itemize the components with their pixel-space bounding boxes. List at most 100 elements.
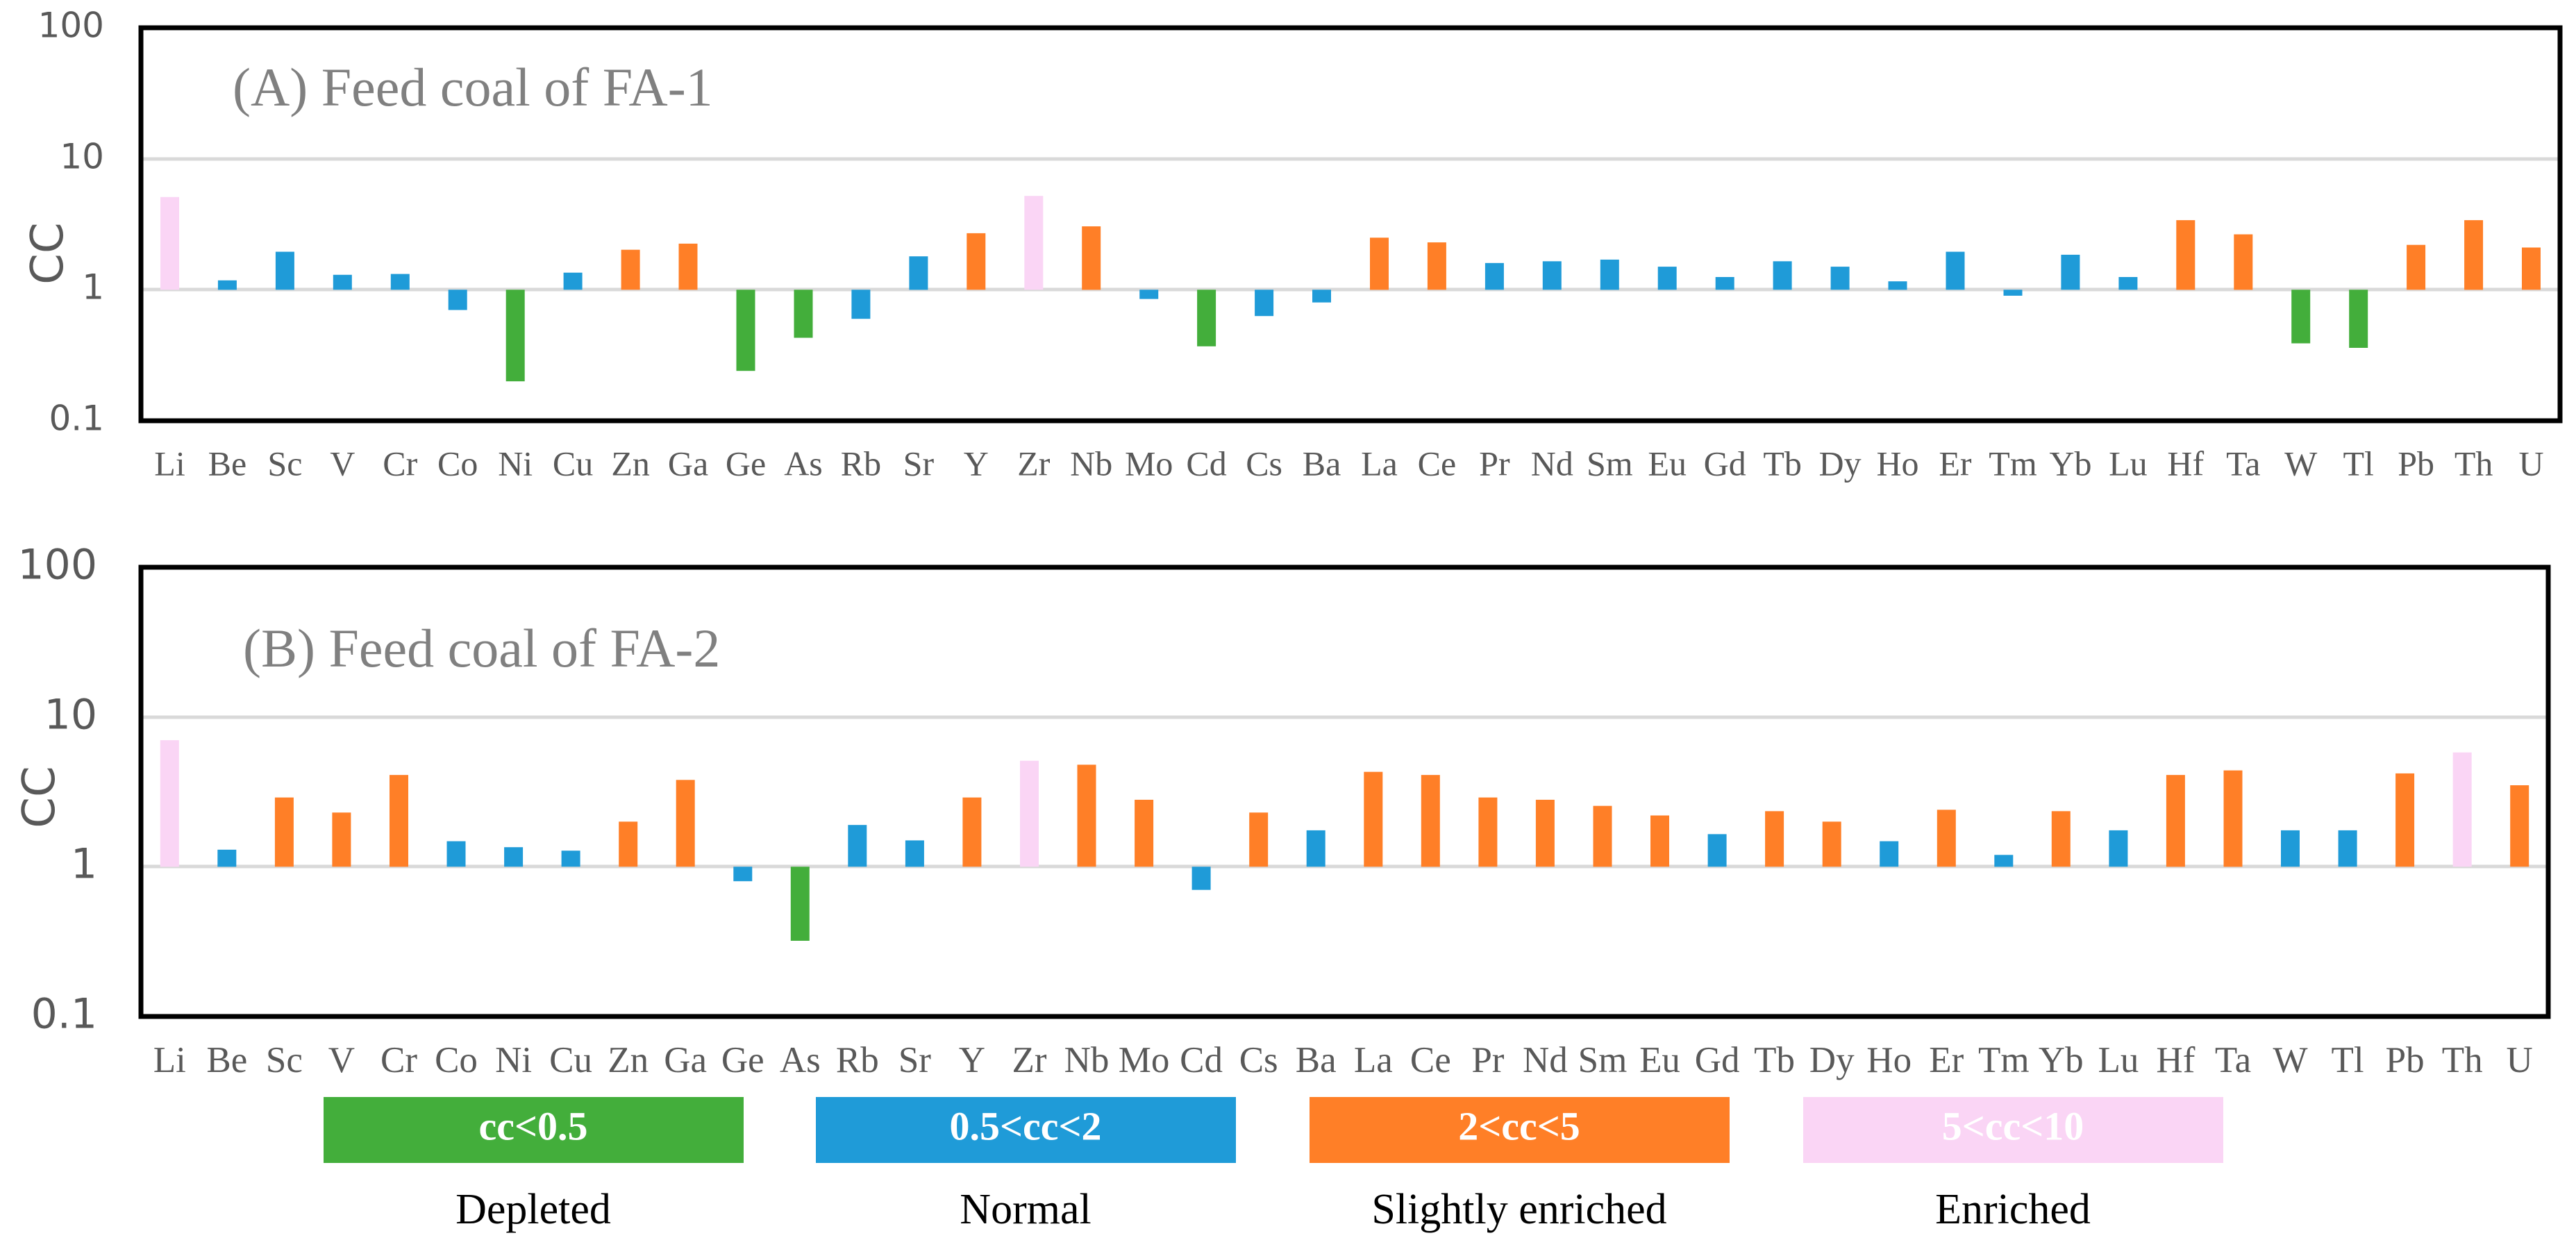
y-tick-100-b: 100 xyxy=(17,541,97,589)
bar-zn xyxy=(621,249,640,290)
bar-dy xyxy=(1822,821,1841,867)
x-tick-label-sr: Sr xyxy=(898,1040,931,1080)
x-tick-label-cu: Cu xyxy=(553,444,593,483)
x-tick-label-ga: Ga xyxy=(664,1040,707,1080)
legend-range-slightly-enriched: 2<cc<5 xyxy=(1458,1103,1580,1148)
bar-la xyxy=(1370,237,1389,290)
bar-ga xyxy=(676,780,695,867)
bar-er xyxy=(1946,251,1965,290)
bar-la xyxy=(1364,771,1383,867)
bar-tb xyxy=(1765,811,1784,867)
x-tick-label-u: U xyxy=(2507,1040,2533,1080)
bar-mo xyxy=(1135,799,1154,867)
bar-sr xyxy=(909,256,928,290)
x-tick-label-er: Er xyxy=(1929,1040,1964,1080)
x-tick-label-dy: Dy xyxy=(1809,1040,1855,1080)
x-tick-label-cs: Cs xyxy=(1239,1040,1278,1080)
bar-cd xyxy=(1191,866,1211,890)
bar-w xyxy=(2281,830,2300,867)
legend-swatch-enriched xyxy=(1803,1097,2223,1163)
x-tick-label-co: Co xyxy=(437,444,478,483)
x-tick-label-ni: Ni xyxy=(495,1040,532,1080)
x-tick-label-ni: Ni xyxy=(498,444,533,483)
bar-ni xyxy=(504,847,524,867)
bar-tb xyxy=(1773,261,1792,290)
bar-eu xyxy=(1650,815,1669,867)
bar-yb xyxy=(2051,811,2071,867)
x-tick-label-ge: Ge xyxy=(721,1040,764,1080)
bar-tl xyxy=(2349,290,2368,348)
bar-ta xyxy=(2234,234,2253,290)
x-tick-label-rb: Rb xyxy=(836,1040,879,1080)
x-tick-label-gd: Gd xyxy=(1695,1040,1740,1080)
bar-co xyxy=(448,290,467,310)
bar-cu xyxy=(561,851,580,867)
x-tick-label-tm: Tm xyxy=(1978,1040,2030,1080)
x-tick-label-er: Er xyxy=(1939,444,1972,483)
bar-cs xyxy=(1255,290,1274,317)
x-tick-label-v: V xyxy=(328,1040,355,1080)
bar-th xyxy=(2452,752,2472,867)
x-tick-label-hf: Hf xyxy=(2156,1040,2195,1080)
x-tick-label-sc: Sc xyxy=(266,1040,303,1080)
x-tick-label-as: As xyxy=(784,444,823,483)
bar-hf xyxy=(2176,220,2196,290)
bar-cd xyxy=(1197,290,1216,346)
bar-pr xyxy=(1478,797,1498,867)
x-tick-label-ta: Ta xyxy=(2215,1040,2251,1080)
plot-frame-b xyxy=(138,564,2551,1019)
y-tick-1-a: 1 xyxy=(82,267,104,308)
bar-be xyxy=(217,849,237,867)
legend-range-normal: 0.5<cc<2 xyxy=(949,1103,1101,1148)
bar-sm xyxy=(1600,259,1619,290)
bar-as xyxy=(794,290,813,338)
legend-range-depleted: cc<0.5 xyxy=(478,1103,587,1148)
x-tick-label-ge: Ge xyxy=(726,444,766,483)
x-tick-label-ho: Ho xyxy=(1866,1040,1912,1080)
x-tick-label-sm: Sm xyxy=(1587,444,1633,483)
x-tick-label-sr: Sr xyxy=(903,444,935,483)
x-tick-label-dy: Dy xyxy=(1819,444,1862,483)
bar-v xyxy=(333,274,352,290)
x-tick-label-ho: Ho xyxy=(1876,444,1918,483)
bar-nb xyxy=(1082,226,1101,290)
bar-gd xyxy=(1707,834,1727,867)
legend-caption-normal: Normal xyxy=(960,1186,1091,1233)
bar-series-a xyxy=(160,196,2541,382)
x-tick-label-lu: Lu xyxy=(2109,444,2148,483)
bar-rb xyxy=(851,290,871,319)
bar-pr xyxy=(1484,262,1504,290)
bar-ho xyxy=(1888,281,1907,290)
legend-item-depleted: cc<0.5 Depleted xyxy=(324,1097,744,1233)
x-tick-label-ce: Ce xyxy=(1418,444,1457,483)
x-tick-label-ba: Ba xyxy=(1296,1040,1337,1080)
x-tick-label-nd: Nd xyxy=(1523,1040,1568,1080)
x-tick-label-tm: Tm xyxy=(1989,444,2037,483)
bar-ta xyxy=(2223,770,2243,867)
x-tick-label-cs: Cs xyxy=(1246,444,1282,483)
bar-ba xyxy=(1306,830,1325,867)
x-tick-label-u: U xyxy=(2518,444,2543,483)
x-tick-label-cu: Cu xyxy=(549,1040,592,1080)
x-tick-label-tb: Tb xyxy=(1763,444,1802,483)
bar-yb xyxy=(2061,254,2080,290)
bar-ce xyxy=(1427,242,1446,290)
bar-ge xyxy=(736,290,755,371)
x-tick-label-mo: Mo xyxy=(1125,444,1173,483)
bar-hf xyxy=(2166,775,2185,867)
x-tick-label-lu: Lu xyxy=(2098,1040,2139,1080)
bar-gd xyxy=(1715,277,1734,290)
x-tick-label-eu: Eu xyxy=(1648,444,1687,483)
legend-caption-slightly-enriched: Slightly enriched xyxy=(1371,1186,1666,1233)
x-tick-label-sm: Sm xyxy=(1578,1040,1628,1080)
bar-zr xyxy=(1020,760,1039,867)
bar-ba xyxy=(1312,290,1331,303)
x-tick-label-rb: Rb xyxy=(841,444,881,483)
bar-zn xyxy=(619,821,638,867)
x-tick-label-as: As xyxy=(780,1040,821,1080)
x-tick-label-nd: Nd xyxy=(1531,444,1573,483)
bar-as xyxy=(790,866,810,941)
bar-rb xyxy=(848,825,867,867)
x-tick-label-la: La xyxy=(1354,1040,1393,1080)
